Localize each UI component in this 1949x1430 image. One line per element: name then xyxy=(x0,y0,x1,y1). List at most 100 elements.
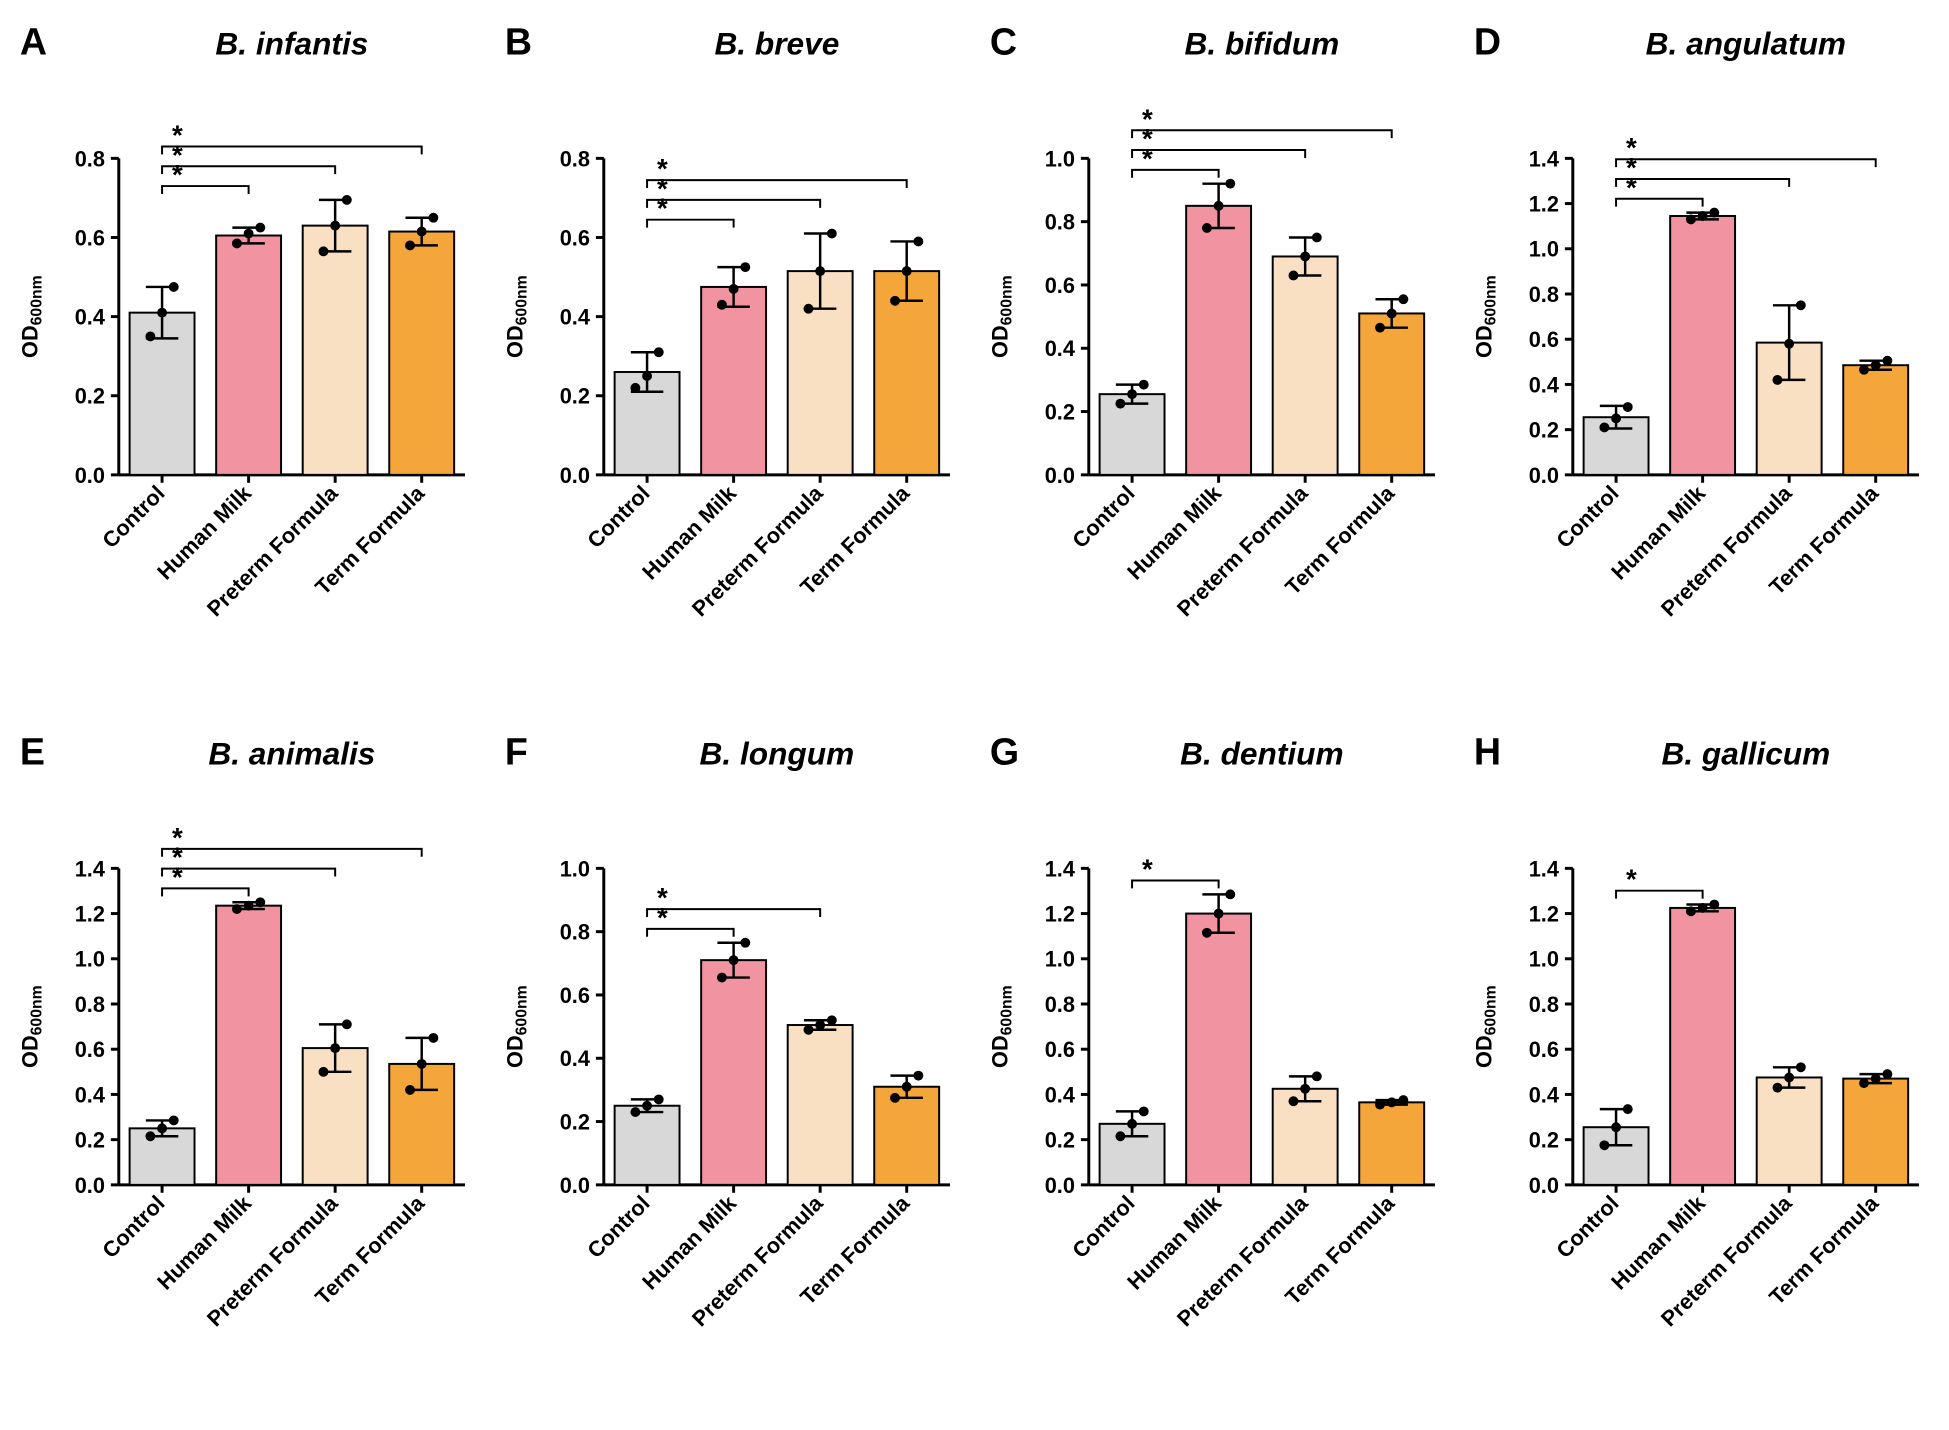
data-point xyxy=(1710,208,1720,218)
y-axis-label: OD600nm xyxy=(987,985,1015,1068)
panel-title: B. animalis xyxy=(208,736,375,772)
panel-g: GB. dentium0.00.20.40.60.81.01.21.4OD600… xyxy=(980,720,1455,1420)
y-tick-label: 0.0 xyxy=(559,1173,589,1198)
data-point xyxy=(1311,233,1321,243)
data-point xyxy=(815,266,825,276)
significance-bracket xyxy=(162,166,335,174)
bar xyxy=(1670,908,1735,1185)
panel-letter: D xyxy=(1474,21,1501,63)
data-point xyxy=(319,246,329,256)
x-tick-label: Control xyxy=(582,480,654,552)
data-point xyxy=(244,901,254,911)
panel-e: EB. animalis0.00.20.40.60.81.01.21.4OD60… xyxy=(10,720,485,1420)
panel-f: FB. longum0.00.20.40.60.81.0OD600nmContr… xyxy=(495,720,970,1420)
y-tick-label: 0.0 xyxy=(1529,1173,1559,1198)
data-point xyxy=(728,284,738,294)
y-tick-label: 0.4 xyxy=(1529,372,1559,397)
data-point xyxy=(1398,294,1408,304)
y-tick-label: 1.4 xyxy=(1044,856,1074,881)
data-point xyxy=(1623,1104,1633,1114)
y-axis-label: OD600nm xyxy=(502,275,530,358)
bar xyxy=(787,1025,852,1185)
panel-letter: H xyxy=(1474,731,1501,773)
data-point xyxy=(1883,356,1893,366)
bar xyxy=(1843,1079,1908,1185)
significance-star: * xyxy=(657,193,668,224)
y-tick-label: 0.2 xyxy=(559,1109,589,1134)
data-point xyxy=(405,1085,415,1095)
data-point xyxy=(232,904,242,914)
data-point xyxy=(1201,223,1211,233)
data-point xyxy=(169,1115,179,1125)
y-tick-label: 0.4 xyxy=(75,305,105,330)
data-point xyxy=(1784,1073,1794,1083)
y-axis-label: OD600nm xyxy=(18,985,46,1068)
panel-d: DB. angulatum0.00.20.40.60.81.01.21.4OD6… xyxy=(1464,10,1939,710)
bar xyxy=(1359,313,1424,474)
significance-bracket xyxy=(162,869,335,877)
bar xyxy=(701,960,766,1185)
y-tick-label: 1.0 xyxy=(1044,947,1074,972)
y-tick-label: 0.6 xyxy=(1529,1037,1559,1062)
y-tick-label: 0.2 xyxy=(1044,399,1074,424)
data-point xyxy=(1225,889,1235,899)
y-tick-label: 0.0 xyxy=(1044,1173,1074,1198)
data-point xyxy=(1698,903,1708,913)
y-tick-label: 0.8 xyxy=(559,920,589,945)
data-point xyxy=(1600,1140,1610,1150)
data-point xyxy=(1859,365,1869,375)
data-point xyxy=(1386,1097,1396,1107)
panel-title: B. dentium xyxy=(1180,736,1343,772)
bar xyxy=(216,906,281,1185)
data-point xyxy=(1127,389,1137,399)
data-point xyxy=(717,300,727,310)
data-point xyxy=(169,282,179,292)
significance-bracket xyxy=(647,200,820,208)
bar xyxy=(1359,1102,1424,1185)
data-point xyxy=(1773,1083,1783,1093)
significance-bracket xyxy=(1132,150,1305,158)
data-point xyxy=(1386,308,1396,318)
y-tick-label: 0.4 xyxy=(1044,336,1074,361)
y-axis-label: OD600nm xyxy=(1472,985,1500,1068)
y-tick-label: 0.8 xyxy=(1529,282,1559,307)
panel-title: B. breve xyxy=(714,26,839,62)
data-point xyxy=(330,1043,340,1053)
data-point xyxy=(157,308,167,318)
y-tick-label: 0.8 xyxy=(1044,992,1074,1017)
y-tick-label: 1.0 xyxy=(1044,146,1074,171)
y-tick-label: 0.8 xyxy=(1044,210,1074,235)
bar xyxy=(1272,1089,1337,1185)
data-point xyxy=(890,1093,900,1103)
data-point xyxy=(1796,1062,1806,1072)
data-point xyxy=(1225,179,1235,189)
x-tick-label: Control xyxy=(1551,480,1623,552)
data-point xyxy=(417,227,427,237)
panel-letter: C xyxy=(989,21,1016,63)
y-tick-label: 0.6 xyxy=(1044,1037,1074,1062)
y-tick-label: 0.6 xyxy=(1529,327,1559,352)
y-tick-label: 0.4 xyxy=(559,305,589,330)
significance-bracket xyxy=(647,909,820,917)
significance-star: * xyxy=(657,902,668,933)
data-point xyxy=(1300,1084,1310,1094)
data-point xyxy=(1773,375,1783,385)
data-point xyxy=(1883,1069,1893,1079)
panel-a: AB. infantis0.00.20.40.60.8OD600nmContro… xyxy=(10,10,485,710)
bar xyxy=(1099,394,1164,475)
panel-title: B. gallicum xyxy=(1662,736,1831,772)
data-point xyxy=(1871,360,1881,370)
y-tick-label: 1.0 xyxy=(1529,237,1559,262)
data-point xyxy=(1115,399,1125,409)
y-axis-label: OD600nm xyxy=(1472,275,1500,358)
data-point xyxy=(642,1101,652,1111)
y-axis-label: OD600nm xyxy=(502,985,530,1068)
data-point xyxy=(1623,402,1633,412)
data-point xyxy=(728,955,738,965)
y-axis-label: OD600nm xyxy=(18,275,46,358)
significance-star: * xyxy=(172,861,183,892)
data-point xyxy=(244,229,254,239)
y-tick-label: 0.4 xyxy=(1044,1082,1074,1107)
data-point xyxy=(1375,1100,1385,1110)
significance-bracket xyxy=(162,146,422,154)
